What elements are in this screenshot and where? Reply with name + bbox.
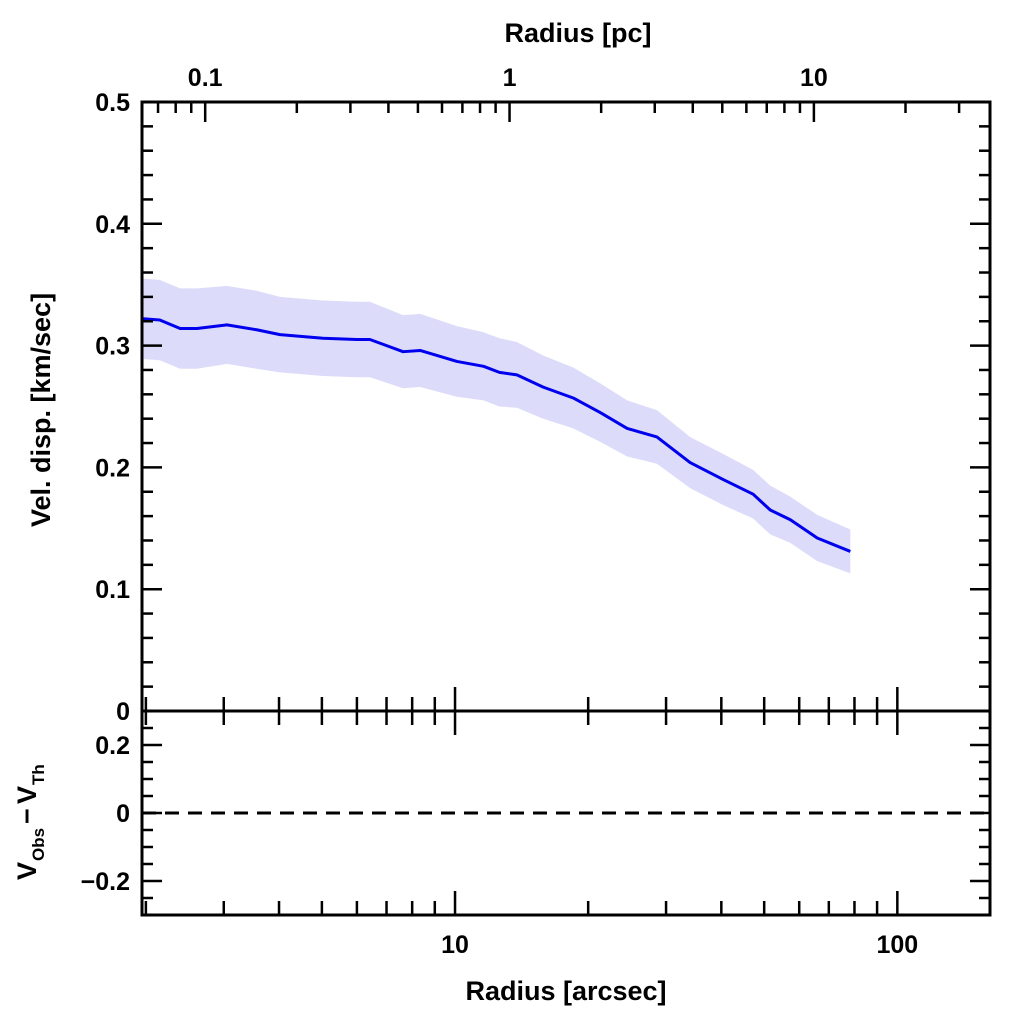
- residual-ylabel-v2: V: [12, 786, 42, 804]
- y-tick-label: 0.4: [95, 211, 130, 239]
- velocity-dispersion-line: [142, 317, 851, 553]
- x2-tick-label: 0.1: [188, 64, 223, 92]
- plot-frame: [140, 100, 992, 917]
- residual-ylabel-v1: V: [12, 862, 42, 880]
- residual-y-tick-label: −0.2: [81, 868, 130, 896]
- y-axis-title: Vel. disp. [km/sec]: [26, 293, 56, 527]
- y-tick-label: 0.1: [95, 576, 130, 604]
- residual-ylabel-sub-obs: Obs: [29, 828, 48, 861]
- x2-tick-label: 1: [503, 64, 517, 92]
- residual-ylabel-sub-th: Th: [29, 764, 48, 785]
- top-x-axis-title: Radius [pc]: [504, 18, 651, 48]
- error-band: [142, 278, 851, 574]
- x-axis-title: Radius [arcsec]: [465, 976, 666, 1006]
- x-tick-label: 10: [441, 931, 469, 959]
- residual-y-tick-label: 0.2: [95, 732, 130, 760]
- y-tick-label: 0.5: [95, 89, 130, 117]
- x-tick-label: 100: [876, 931, 918, 959]
- data-line-layer: [142, 317, 851, 553]
- residual-y-axis-title: V Obs − V Th: [12, 764, 48, 880]
- labels-layer: 0 0.1 0.2 0.3 0.4 0.5 0.2 0 −0.2 10 100 0.1 1 10: [81, 64, 919, 959]
- x2-tick-label: 10: [800, 64, 828, 92]
- residual-ylabel-minus: −: [12, 808, 42, 824]
- error-band-layer: [142, 278, 851, 574]
- ticks-layer: [142, 100, 990, 917]
- frame-layer: [140, 100, 992, 917]
- y-tick-label: 0.2: [95, 454, 130, 482]
- y-tick-label: 0: [116, 698, 130, 726]
- y-tick-label: 0.3: [95, 333, 130, 361]
- residual-y-tick-label: 0: [116, 800, 130, 828]
